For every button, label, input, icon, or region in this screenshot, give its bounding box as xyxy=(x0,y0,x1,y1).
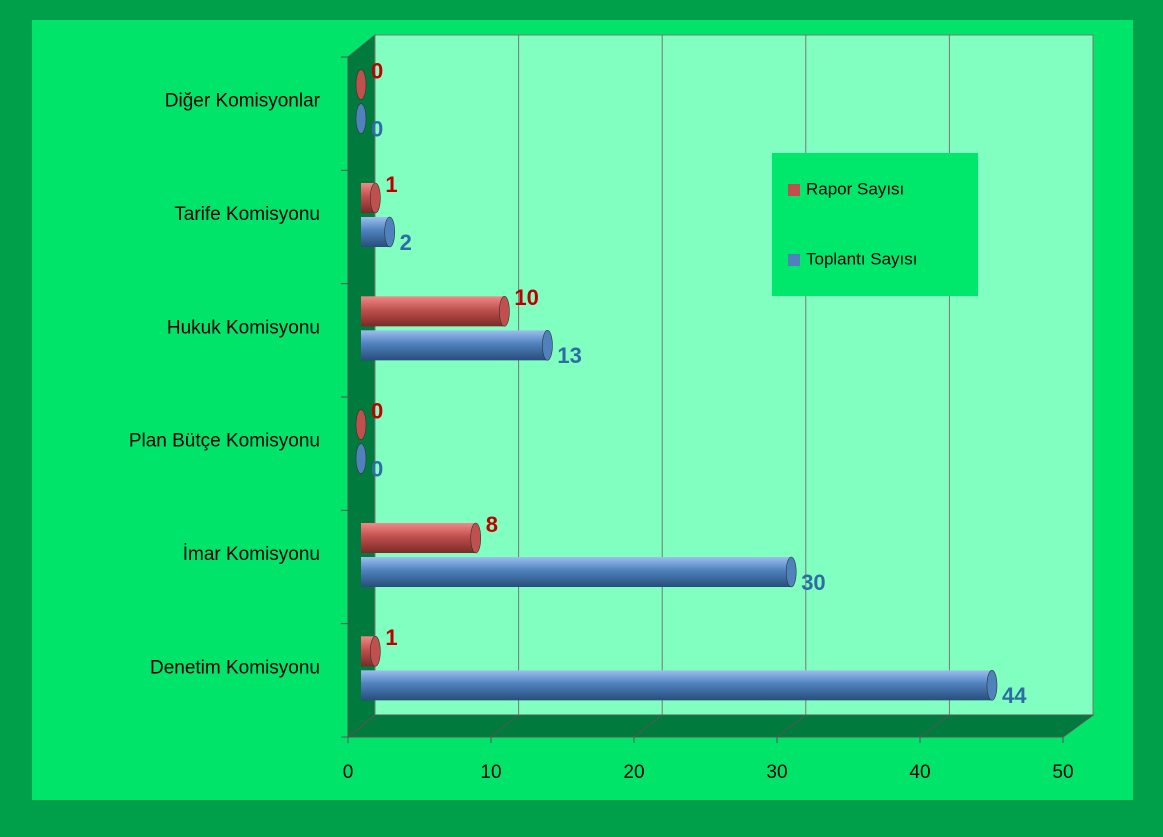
bar-cap xyxy=(355,409,367,440)
bar-cap xyxy=(355,103,367,134)
x-tick-label: 0 xyxy=(343,762,354,783)
grid-line xyxy=(919,714,950,738)
x-tick-label: 50 xyxy=(1052,762,1073,783)
bar xyxy=(361,330,548,361)
value-label: 8 xyxy=(486,512,498,537)
bar xyxy=(361,670,992,701)
grid-line xyxy=(347,714,376,738)
legend-swatch xyxy=(788,254,800,266)
bar-cap xyxy=(785,556,797,588)
legend xyxy=(772,153,978,296)
category-label: Tarife Komisyonu xyxy=(174,204,320,225)
legend-label: Toplantı Sayısı xyxy=(806,249,918,268)
value-label: 2 xyxy=(400,230,412,255)
value-label: 30 xyxy=(801,570,825,595)
bar-cap xyxy=(384,216,395,248)
bar-cap xyxy=(355,69,367,100)
bar xyxy=(361,557,792,587)
grid-line xyxy=(490,714,519,738)
x-tick-label: 20 xyxy=(623,762,644,783)
legend-swatch xyxy=(788,184,800,196)
bar-cap xyxy=(370,636,381,667)
category-label: Denetim Komisyonu xyxy=(150,657,320,678)
value-label: 44 xyxy=(1002,683,1027,708)
legend-label: Rapor Sayısı xyxy=(806,179,904,198)
floor xyxy=(346,714,1095,738)
value-label: 1 xyxy=(385,625,397,650)
value-label: 1 xyxy=(385,172,397,197)
category-label: İmar Komisyonu xyxy=(183,544,320,565)
category-label: Hukuk Komisyonu xyxy=(167,317,320,338)
bar-cap xyxy=(370,182,381,214)
category-label: Diğer Komisyonlar xyxy=(165,91,321,112)
bar xyxy=(361,523,476,553)
bar-cap xyxy=(542,330,553,361)
grid-line xyxy=(633,714,663,738)
bar xyxy=(361,296,505,327)
bar-cap xyxy=(355,443,367,474)
bar-cap xyxy=(986,670,998,701)
value-label: 0 xyxy=(371,456,383,481)
category-label: Plan Bütçe Komisyonu xyxy=(129,431,320,452)
value-label: 13 xyxy=(557,343,581,368)
bar-cap xyxy=(470,522,482,554)
grid-line xyxy=(776,714,807,738)
value-label: 0 xyxy=(371,398,383,423)
bar-cap xyxy=(499,296,510,327)
x-tick-label: 10 xyxy=(480,762,501,783)
value-label: 0 xyxy=(371,116,383,141)
x-tick-label: 30 xyxy=(766,762,787,783)
value-label: 10 xyxy=(514,285,538,310)
grid-line xyxy=(1062,714,1094,738)
value-label: 0 xyxy=(371,58,383,83)
x-tick-label: 40 xyxy=(909,762,930,783)
back-wall xyxy=(374,34,1094,716)
